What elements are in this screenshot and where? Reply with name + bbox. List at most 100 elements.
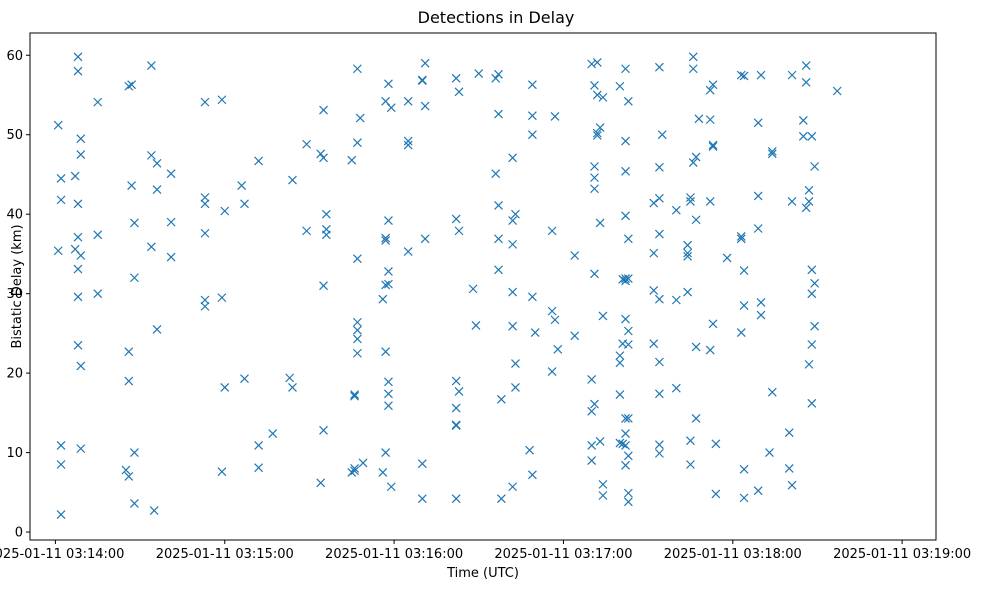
data-point xyxy=(694,114,704,124)
data-point xyxy=(804,359,814,369)
data-point xyxy=(623,488,633,498)
data-point xyxy=(56,510,66,519)
y-axis-ticks: 0 10 20 30 40 50 60 xyxy=(6,49,30,541)
data-point xyxy=(550,112,560,121)
data-point xyxy=(691,152,701,162)
data-point xyxy=(381,233,391,243)
data-point xyxy=(787,70,797,80)
data-point xyxy=(127,181,137,191)
data-point xyxy=(553,344,563,354)
x-tick-label: 2025-01-11 03:14:00 xyxy=(0,547,124,562)
data-point xyxy=(595,123,605,132)
data-point xyxy=(598,491,608,500)
data-point xyxy=(130,448,139,458)
data-point xyxy=(765,448,774,458)
data-point xyxy=(623,497,633,507)
data-point xyxy=(739,301,749,310)
data-point xyxy=(76,150,86,160)
data-point xyxy=(70,171,80,181)
data-point xyxy=(657,130,667,140)
data-point xyxy=(56,174,66,183)
data-point xyxy=(417,76,427,86)
y-tick-label: 60 xyxy=(6,49,23,64)
y-tick-label: 10 xyxy=(6,446,23,461)
data-point xyxy=(621,429,630,438)
data-point xyxy=(686,436,695,446)
data-point xyxy=(527,292,537,302)
data-point xyxy=(130,218,139,228)
data-point xyxy=(736,328,746,338)
data-point xyxy=(451,494,461,504)
data-point xyxy=(654,229,664,239)
data-point xyxy=(384,279,393,289)
data-point xyxy=(590,269,599,279)
data-point xyxy=(592,131,602,140)
data-point xyxy=(496,394,506,404)
data-point xyxy=(130,499,139,508)
data-point xyxy=(598,92,608,102)
x-tick-label: 2025-01-11 03:19:00 xyxy=(833,547,971,562)
data-point xyxy=(496,494,506,504)
y-tick-label: 40 xyxy=(6,208,23,223)
data-point xyxy=(321,209,331,219)
data-point xyxy=(756,297,766,307)
data-point xyxy=(454,226,464,236)
data-point xyxy=(530,328,540,338)
data-point xyxy=(217,293,227,303)
data-point xyxy=(73,199,83,209)
data-point xyxy=(705,197,715,206)
data-point xyxy=(285,373,295,383)
data-point xyxy=(152,185,162,194)
data-point xyxy=(152,324,162,334)
data-point xyxy=(654,440,664,450)
data-point xyxy=(350,466,360,476)
data-point xyxy=(508,287,518,297)
data-point xyxy=(494,109,503,119)
data-point xyxy=(691,215,701,225)
plot-frame xyxy=(29,32,937,541)
data-point xyxy=(801,203,811,213)
data-point xyxy=(220,382,230,392)
data-point xyxy=(711,489,721,499)
data-point xyxy=(200,97,210,107)
data-point xyxy=(217,467,227,477)
data-point xyxy=(683,287,693,297)
data-point xyxy=(798,115,808,125)
data-point xyxy=(166,252,176,262)
data-point xyxy=(807,340,817,349)
data-point xyxy=(671,383,681,393)
data-point xyxy=(623,413,633,423)
data-point xyxy=(592,128,602,138)
data-point xyxy=(417,494,427,504)
data-point xyxy=(623,96,633,106)
data-point xyxy=(53,246,63,256)
data-point xyxy=(787,480,797,490)
data-point xyxy=(621,136,630,146)
data-point xyxy=(381,448,391,458)
data-point xyxy=(705,345,715,355)
data-point xyxy=(654,62,664,72)
data-point xyxy=(654,162,664,172)
data-point xyxy=(384,79,393,89)
data-point xyxy=(753,486,763,496)
data-point xyxy=(807,265,817,275)
data-point xyxy=(93,289,103,299)
data-point xyxy=(654,389,664,399)
data-point xyxy=(494,201,503,210)
data-point xyxy=(683,240,693,250)
data-point xyxy=(384,377,393,387)
data-point xyxy=(352,254,362,264)
data-point xyxy=(654,294,664,304)
data-point xyxy=(649,339,659,349)
data-point xyxy=(403,140,413,150)
data-point xyxy=(767,146,777,156)
data-point xyxy=(590,399,599,409)
data-point xyxy=(753,191,763,201)
data-point xyxy=(152,158,162,168)
data-point xyxy=(623,340,633,349)
data-point xyxy=(756,70,766,80)
data-point xyxy=(547,306,557,316)
data-point xyxy=(468,284,478,294)
data-point xyxy=(590,162,599,171)
data-point xyxy=(570,251,580,260)
